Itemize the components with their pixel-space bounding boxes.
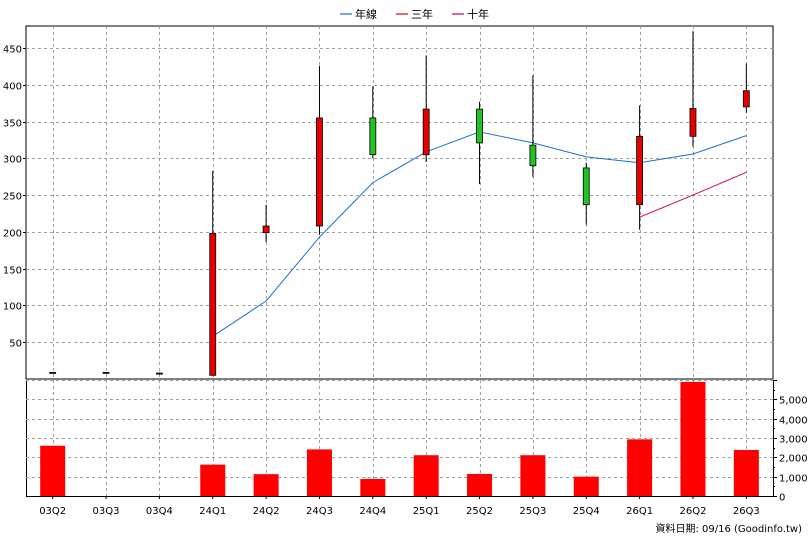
candle-body-5 xyxy=(316,117,323,227)
volume-bar-0 xyxy=(40,445,66,496)
price-plot-frame xyxy=(25,25,774,380)
volume-ytick-label-5: 5,000 xyxy=(779,396,808,407)
volume-ytick-label-2: 2,000 xyxy=(779,454,808,465)
legend-label-1: 三年 xyxy=(411,7,433,21)
volume-bar-6 xyxy=(360,478,386,496)
candle-body-12 xyxy=(689,107,697,137)
x-tick-label-8: 25Q2 xyxy=(466,506,493,517)
source-note: 資料日期: 09/16 (Goodinfo.tw) xyxy=(655,522,802,535)
candle-body-9 xyxy=(529,144,537,167)
legend-label-0: 年線 xyxy=(355,7,377,21)
price-ytick-label-7: 400 xyxy=(3,82,22,93)
volume-panel: 0 1,000 2,000 3,000 4,000 5,000 xyxy=(26,380,808,504)
x-tick-label-10: 25Q4 xyxy=(573,506,600,517)
price-ytick-label-5: 300 xyxy=(3,155,22,166)
candle-body-4 xyxy=(262,225,270,234)
price-ytick-label-4: 250 xyxy=(3,192,22,203)
volume-bar-13 xyxy=(733,449,759,496)
x-tick-label-13: 26Q3 xyxy=(733,506,760,517)
candle-body-13 xyxy=(742,90,750,108)
volume-bar-4 xyxy=(253,474,279,496)
volume-bar-11 xyxy=(627,439,653,496)
volume-ytick-label-0: 0 xyxy=(779,493,785,504)
price-panel: 50 100 150 200 250 300 350 400 450 xyxy=(3,25,774,380)
volume-bar-9 xyxy=(520,455,546,496)
x-tick-label-11: 26Q1 xyxy=(626,506,653,517)
x-tick-label-1: 03Q3 xyxy=(93,506,120,517)
candle-body-3 xyxy=(209,232,217,376)
candle-body-10 xyxy=(582,167,590,206)
x-tick-label-9: 25Q3 xyxy=(519,506,546,517)
volume-bar-7 xyxy=(413,455,439,496)
candle-body-2 xyxy=(155,372,163,375)
x-tick-label-4: 24Q2 xyxy=(253,506,280,517)
price-ytick-label-1: 100 xyxy=(3,302,22,313)
candle-body-6 xyxy=(369,117,377,156)
candle-body-8 xyxy=(476,108,483,144)
x-tick-label-0: 03Q2 xyxy=(39,506,66,517)
price-ytick-label-2: 150 xyxy=(3,266,22,277)
candle-body-7 xyxy=(422,108,430,156)
candle-body-11 xyxy=(636,135,644,206)
price-ytick-label-0: 50 xyxy=(9,339,22,350)
volume-bar-5 xyxy=(306,449,332,496)
volume-bar-8 xyxy=(467,473,493,496)
series-line-1 xyxy=(639,171,747,218)
x-tick-label-7: 25Q1 xyxy=(413,506,440,517)
price-ytick-label-3: 200 xyxy=(3,229,22,240)
volume-ytick-label-1: 1,000 xyxy=(779,474,808,485)
price-ytick-label-6: 350 xyxy=(3,119,22,130)
price-ytick-label-8: 450 xyxy=(3,45,22,56)
volume-bar-3 xyxy=(200,464,226,496)
x-axis: 03Q2 03Q3 03Q4 24Q1 24Q2 24Q3 24Q4 25Q1 25Q2 25Q3… xyxy=(39,496,760,517)
x-tick-label-6: 24Q4 xyxy=(359,506,386,517)
candle-body-1 xyxy=(102,371,110,374)
x-tick-label-2: 03Q4 xyxy=(146,506,173,517)
candle-body-0 xyxy=(49,371,57,374)
volume-bar-10 xyxy=(573,476,599,496)
volume-ytick-label-3: 3,000 xyxy=(779,435,808,446)
x-tick-label-12: 26Q2 xyxy=(679,506,706,517)
x-tick-label-5: 24Q3 xyxy=(306,506,333,517)
volume-ytick-label-4: 4,000 xyxy=(779,416,808,427)
x-tick-label-3: 24Q1 xyxy=(199,506,226,517)
legend: 年線 三年 十年 xyxy=(340,7,489,21)
volume-bar-12 xyxy=(680,381,706,496)
legend-label-2: 十年 xyxy=(467,7,489,21)
